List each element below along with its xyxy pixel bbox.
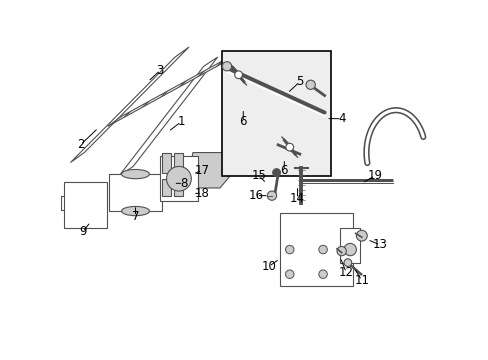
Bar [162, 179, 171, 195]
Text: 5: 5 [296, 75, 303, 88]
Text: 14: 14 [289, 192, 305, 205]
Text: 15: 15 [251, 169, 265, 182]
Bar [173, 153, 183, 172]
Bar [160, 156, 197, 201]
Circle shape [343, 259, 351, 266]
Polygon shape [107, 53, 237, 126]
Circle shape [285, 245, 293, 254]
Circle shape [267, 191, 276, 200]
Polygon shape [70, 47, 189, 163]
Text: 10: 10 [261, 260, 276, 273]
Text: 4: 4 [337, 112, 345, 125]
Circle shape [234, 71, 242, 78]
Bar [162, 153, 171, 172]
Bar [173, 179, 183, 195]
Circle shape [285, 270, 293, 278]
Text: 2: 2 [77, 138, 84, 151]
Bar [279, 213, 352, 286]
Bar [222, 51, 330, 176]
Bar [109, 174, 162, 211]
Circle shape [222, 62, 231, 71]
Text: 7: 7 [131, 210, 139, 223]
Text: 6: 6 [239, 115, 246, 128]
Text: 1: 1 [177, 115, 184, 128]
Text: 8: 8 [180, 177, 187, 190]
Polygon shape [119, 57, 217, 176]
Circle shape [336, 247, 346, 256]
Text: 9: 9 [79, 225, 86, 238]
Circle shape [318, 245, 326, 254]
Text: 17: 17 [194, 164, 209, 177]
Circle shape [272, 169, 280, 176]
Ellipse shape [122, 170, 149, 179]
Text: 16: 16 [248, 189, 264, 202]
Circle shape [343, 243, 356, 256]
Ellipse shape [122, 206, 149, 216]
Text: 18: 18 [194, 187, 209, 200]
Polygon shape [186, 153, 233, 188]
Text: 13: 13 [372, 238, 387, 251]
Circle shape [305, 80, 315, 89]
Text: 12: 12 [338, 266, 353, 279]
Text: 3: 3 [156, 64, 163, 77]
Text: 6: 6 [280, 164, 287, 177]
Text: 11: 11 [354, 274, 368, 287]
Text: 19: 19 [367, 169, 382, 182]
Circle shape [285, 143, 293, 151]
Bar [340, 228, 360, 263]
Bar [64, 182, 107, 228]
Circle shape [356, 230, 366, 241]
Circle shape [166, 166, 191, 191]
Circle shape [318, 270, 326, 278]
